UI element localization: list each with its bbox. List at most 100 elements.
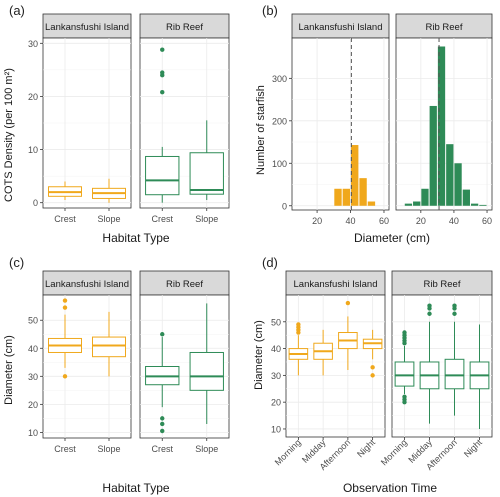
histogram-bar [334,188,342,206]
histogram-bar [351,145,359,206]
facet-0: Crest Slope [42,37,132,224]
histogram-bar [429,105,437,206]
plot-area: 0 10 20 30 Crest Slope Crest Slope [28,37,230,224]
y-tick-label: 20 [28,92,38,102]
x-tick-label: 60 [379,216,389,226]
x-tick-label: Slope [97,214,120,224]
x-tick-label: Morning [273,437,303,467]
facet-frame [291,37,390,211]
outlier-point [370,373,375,378]
facet-title: Lankansfushi Island [45,22,129,33]
histogram-bar [413,201,421,206]
facet-0: Crest Slope [42,294,132,454]
y-tick-label: 20 [28,400,38,410]
box-body [92,336,126,358]
box-body [145,155,180,196]
y-tick-label: 50 [271,317,281,327]
outlier-point [62,374,68,379]
x-tick-label: 20 [416,216,426,226]
histogram-bar [342,188,351,206]
x-tick-label: Slope [195,444,218,454]
facet-1: Crest Slope [139,37,230,224]
outlier-point [160,332,165,337]
panel-label: (d) [262,255,278,270]
y-axis-label: Diameter (cm) [253,320,265,390]
y-tick-label: 200 [272,116,287,126]
y-tick-label: 300 [272,74,287,84]
histogram-bar [359,178,367,206]
histogram-bar [437,46,446,206]
facet-0: 20 40 60 [291,37,390,226]
facet-strip-0: Lankansfushi Island [291,13,390,39]
histogram-bar [479,204,487,206]
y-tick-label: 0 [282,201,287,211]
panel-b: (b) Lankansfushi Island Rib Reef Number … [255,3,493,245]
x-tick-label: Crest [151,214,173,224]
facet-strip-0: Lankansfushi Island [285,270,386,296]
facet-title: Lankansfushi Island [299,22,383,33]
y-tick-label: 10 [271,424,281,434]
y-tick-label: 50 [28,316,38,326]
x-axis-label: Diameter (cm) [354,231,430,245]
box-night [362,329,383,378]
facet-frame [42,294,132,439]
panel-label: (b) [262,3,278,18]
outlier-point [160,421,165,427]
facet-title: Rib Reef [166,22,203,33]
y-tick-label: 30 [271,371,281,381]
y-axis-label: Number of starfish [255,85,267,175]
facet-frame [285,294,386,438]
facet-title: Lankansfushi Island [45,279,129,290]
x-tick-label: 40 [346,216,356,226]
facet-title: Rib Reef [426,22,463,33]
box-body [444,358,465,390]
box-body [394,361,415,387]
histogram-bar [421,188,429,206]
x-axis-label: Habitat Type [102,231,169,245]
histogram-bar [454,163,462,206]
facet-strip-1: Rib Reef [139,270,230,296]
box-slope [92,178,126,203]
outlier-point [345,300,351,306]
box-body [189,152,224,195]
x-tick-label: 20 [312,216,322,226]
facet-title: Rib Reef [166,279,203,290]
box-crest [145,47,180,203]
box-midday [419,303,440,424]
box-midday [313,329,333,376]
x-tick-label: Crest [151,444,173,454]
histogram-bar [446,144,454,206]
panel-label: (c) [9,255,24,270]
x-tick-label: Slope [195,214,218,224]
x-tick-label: Night [355,437,377,459]
plot-area: 0 100 200 300 20 40 60 20 40 60 [272,37,493,226]
outlier-point [160,47,165,52]
outlier-point [370,365,375,370]
outlier-point [160,89,165,95]
facet-strip-0: Lankansfushi Island [42,270,132,296]
box-slope [189,303,224,424]
facet-strip-1: Rib Reef [395,13,493,39]
x-axis-label: Habitat Type [102,481,169,495]
y-tick-label: 30 [28,372,38,382]
y-tick-label: 100 [272,159,287,169]
panel-c: (c) Lankansfushi Island Rib Reef Diamete… [3,255,230,495]
histogram-bar [470,203,479,206]
plot-area: 10 20 30 40 50 Crest Slope Crest Slope [28,294,230,454]
outlier-point [427,303,432,308]
y-tick-label: 40 [28,344,38,354]
y-tick-label: 10 [28,145,38,155]
x-tick-label: Crest [54,214,76,224]
box-morning [394,330,415,405]
outlier-point [62,305,68,310]
facet-strip-0: Lankansfushi Island [42,13,132,39]
y-tick-label: 10 [28,428,38,438]
facet-1: 20 40 60 [395,37,493,226]
y-tick-label: 20 [271,398,281,408]
outlier-point [452,311,457,316]
facet-strip-1: Rib Reef [139,13,230,39]
